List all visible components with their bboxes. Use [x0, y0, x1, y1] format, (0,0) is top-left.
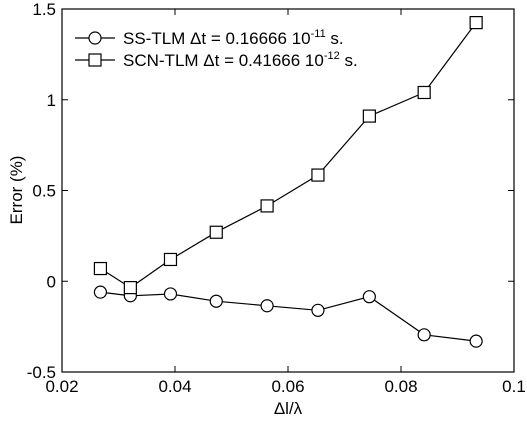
- y-axis-label: Error (%): [7, 156, 26, 225]
- data-point: [311, 168, 325, 182]
- legend: SS-TLM Δt = 0.16666 10-11 s. SCN-TLM Δt …: [75, 28, 358, 70]
- data-point: [469, 16, 483, 30]
- data-point: [209, 294, 223, 308]
- data-point: [209, 225, 223, 239]
- y-tick-label: 0: [47, 272, 56, 291]
- data-point: [93, 285, 108, 299]
- legend-text-scn-tlm: SCN-TLM Δt = 0.41666 10-12 s.: [123, 50, 358, 70]
- data-point: [123, 281, 137, 295]
- data-point: [469, 334, 483, 348]
- data-point: [163, 287, 178, 301]
- data-point: [362, 109, 376, 123]
- x-tick-label: 0.02: [45, 377, 78, 396]
- x-tick-label: 0.06: [271, 377, 304, 396]
- legend-text-ss-tlm: SS-TLM Δt = 0.16666 10-11 s.: [123, 28, 344, 48]
- data-point: [93, 261, 108, 276]
- y-tick-label: 0.5: [32, 182, 56, 201]
- legend-square-marker-icon: [88, 53, 102, 67]
- legend-circle-marker-icon: [88, 31, 102, 45]
- series-scn-tlm: [93, 16, 483, 295]
- series-layer: [93, 16, 483, 348]
- x-axis-label: Δl/λ: [274, 399, 303, 418]
- y-tick-label: 1.5: [32, 0, 56, 19]
- data-point: [362, 290, 376, 304]
- x-tick-label: 0.08: [384, 377, 417, 396]
- data-point: [311, 303, 325, 317]
- y-tick-label: 1: [47, 91, 56, 110]
- data-point: [417, 85, 431, 100]
- x-tick-label: 0.04: [158, 377, 191, 396]
- data-point: [417, 328, 431, 342]
- data-point: [260, 299, 274, 313]
- axis-ticks: 0.02 0.04 0.06 0.08 0.1 -0.5 0 0.5 1 1.5: [27, 0, 526, 396]
- x-tick-label: 0.1: [502, 377, 526, 396]
- y-tick-label: -0.5: [27, 363, 56, 382]
- plot-area: [61, 8, 515, 373]
- data-point: [163, 252, 178, 267]
- data-point: [260, 199, 274, 213]
